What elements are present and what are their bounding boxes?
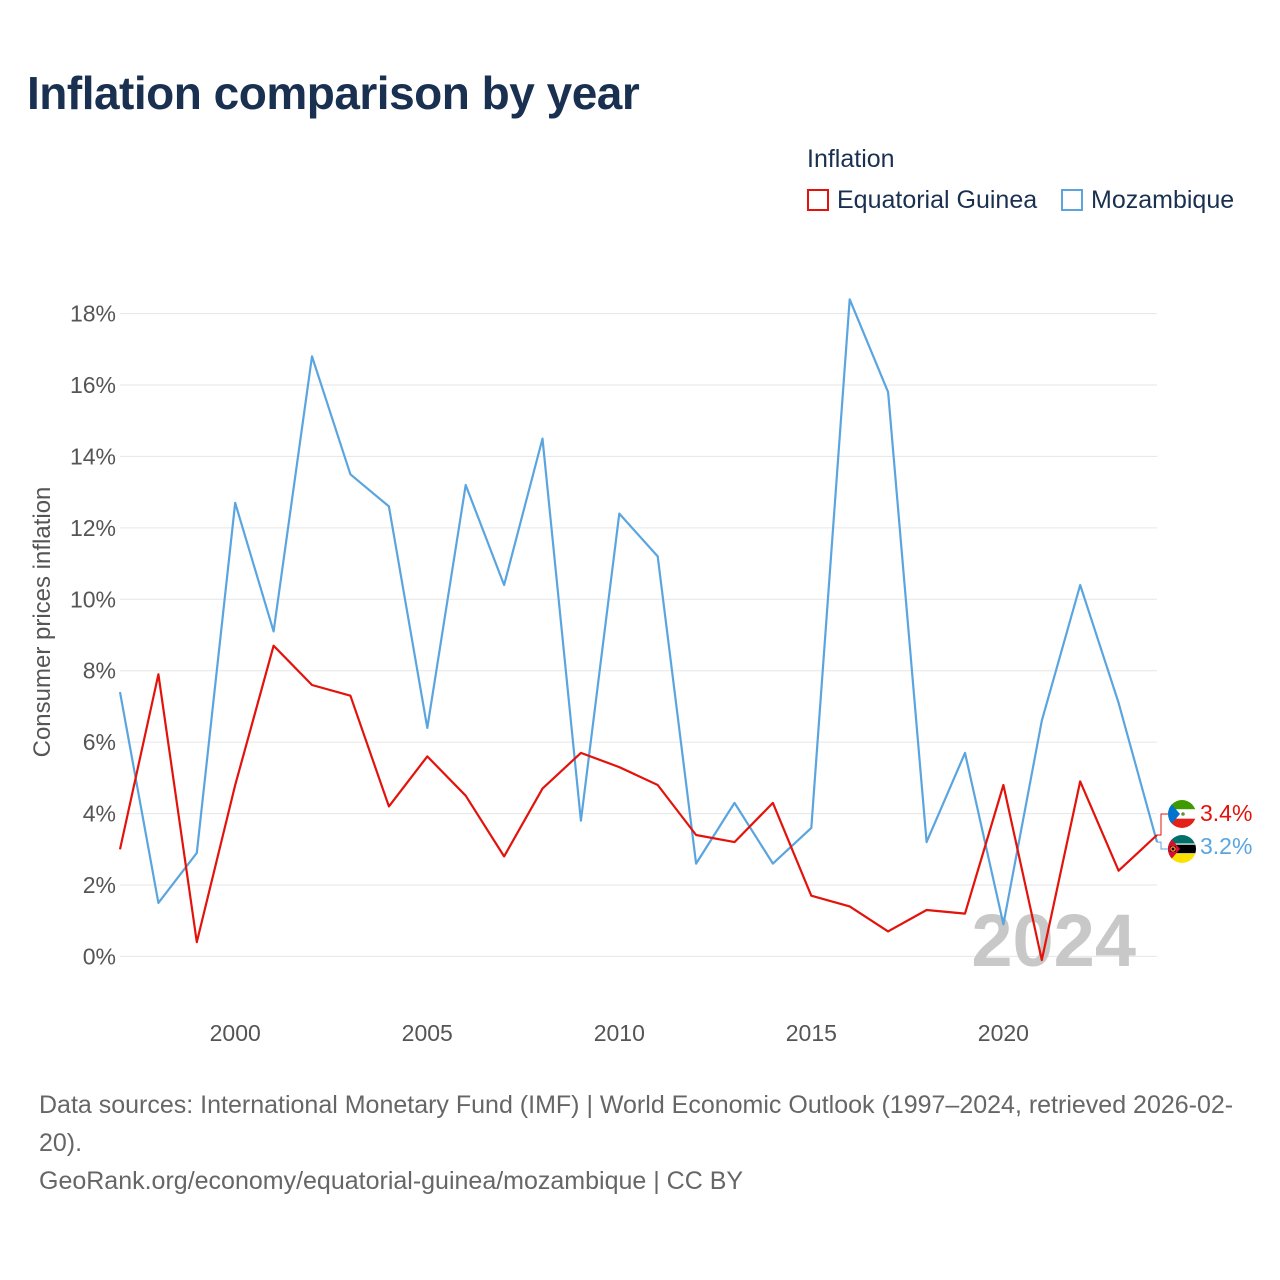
legend-label-equatorial-guinea: Equatorial Guinea (837, 185, 1038, 214)
mozambique-flag-icon (1168, 835, 1196, 863)
legend-title: Inflation (807, 145, 895, 173)
x-tick-label: 2015 (786, 1020, 837, 1046)
grid-lines (120, 313, 1157, 957)
legend-item-mozambique[interactable]: Mozambique (1061, 186, 1234, 214)
y-axis-title: Consumer prices inflation (29, 487, 56, 758)
attribution-link[interactable]: GeoRank.org/economy/equatorial-guinea/mo… (39, 1167, 744, 1195)
end-value-label-equatorial-guinea: 3.4% (1200, 800, 1252, 826)
x-axis-ticks: 2000 2005 2010 2015 2020 (210, 1020, 1029, 1046)
series-line-equatorial-guinea (118, 644, 1158, 962)
y-tick-label: 8% (83, 658, 116, 684)
equatorial-guinea-flag-icon (1168, 800, 1196, 828)
current-year-watermark: 2024 (971, 899, 1136, 982)
x-tick-label: 2000 (210, 1020, 261, 1046)
series-lines (118, 298, 1159, 962)
x-tick-label: 2005 (402, 1020, 453, 1046)
x-tick-label: 2010 (594, 1020, 645, 1046)
legend-label-mozambique: Mozambique (1091, 185, 1235, 214)
legend-swatch-equatorial-guinea (807, 189, 829, 211)
y-tick-label: 12% (70, 515, 116, 541)
data-sources-note: Data sources: International Monetary Fun… (39, 1091, 1234, 1157)
legend-swatch-mozambique (1061, 189, 1083, 211)
y-tick-label: 10% (70, 586, 116, 612)
series-line-mozambique (118, 298, 1159, 926)
legend-item-equatorial-guinea[interactable]: Equatorial Guinea (807, 186, 1037, 214)
y-tick-label: 18% (70, 301, 116, 327)
y-axis-ticks: 0% 2% 4% 6% 8% 10% 12% 14% 16% 18% (70, 301, 116, 970)
connector-mozambique (1157, 841, 1168, 850)
footer: Data sources: International Monetary Fun… (39, 1086, 1249, 1200)
y-tick-label: 4% (83, 801, 116, 827)
y-tick-label: 2% (83, 872, 116, 898)
connector-equatorial-guinea (1157, 813, 1168, 836)
y-tick-label: 0% (83, 943, 116, 969)
x-tick-label: 2020 (978, 1020, 1029, 1046)
y-tick-label: 16% (70, 372, 116, 398)
end-value-label-mozambique: 3.2% (1200, 833, 1252, 859)
line-chart: 0%2%4%6%8%10%12%14%16%18% 2000 2005 2010 20… (29, 298, 1252, 1046)
y-tick-label: 6% (83, 729, 116, 755)
y-tick-label: 14% (70, 443, 116, 469)
end-label-connectors (1157, 813, 1168, 850)
chart-title: Inflation comparison by year (27, 67, 640, 119)
